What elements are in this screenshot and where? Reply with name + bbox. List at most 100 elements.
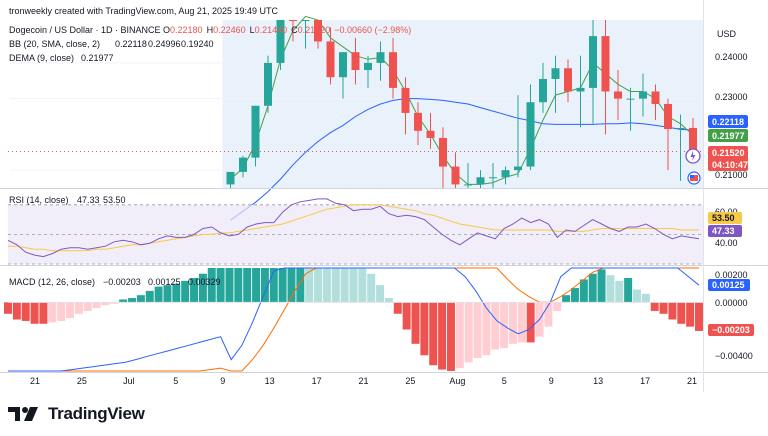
time-axis: 21 25 Jul 5 9 13 17 21 25 Aug 5 9 13 17 21	[30, 376, 697, 386]
rsi-lines	[7, 198, 700, 258]
macd-hist-bar	[340, 268, 349, 303]
rsi-tick: 40.00	[715, 238, 738, 248]
macd-hist-bar	[553, 302, 562, 311]
macd-hist-bar	[402, 302, 411, 330]
candle-body	[551, 68, 560, 79]
candle-body	[564, 68, 572, 92]
bb-legend: BB (20, SMA, close, 2) 0.22118 0.24996 0…	[9, 39, 214, 49]
macd-label: MACD (12, 26, close)	[9, 277, 95, 287]
macd-tick: −0.00400	[715, 351, 753, 361]
candles	[226, 20, 697, 188]
candle-body	[614, 91, 622, 99]
candle-body	[451, 166, 460, 185]
macd-hist-bar	[526, 302, 535, 343]
ohlc-key: L	[250, 25, 255, 35]
macd-hist-bar	[393, 302, 402, 314]
rsi-path	[7, 198, 700, 258]
macd-hist-bar	[668, 302, 677, 320]
macd-hist-bar	[287, 268, 296, 303]
macd-hist-bar	[110, 302, 119, 304]
candle-body	[514, 166, 522, 171]
macd-hist-bar	[145, 290, 154, 303]
price-tick: 0.24000	[715, 52, 748, 62]
candle-body	[439, 137, 447, 167]
macd-hist-bar	[473, 302, 482, 359]
bollinger-band-fill	[222, 20, 703, 188]
macd-hist-bar	[278, 268, 287, 303]
candle-body	[339, 52, 347, 78]
macd-hist-value: −0.00203	[103, 277, 141, 287]
candle-body	[326, 41, 335, 78]
ohlc-values: O0.22180 H0.22460 L0.21440 C0.21520 −0.00660…	[163, 25, 411, 35]
rsi-value: 47.33	[77, 195, 100, 205]
macd-hist-bar	[305, 268, 314, 303]
rsi-legend: RSI (14, close) 47.33 53.50	[9, 195, 126, 205]
svg-text:04:10:47: 04:10:47	[712, 160, 748, 170]
macd-hist-bar	[367, 273, 376, 303]
macd-hist-bar	[455, 302, 464, 369]
macd-hist-bar	[384, 298, 393, 303]
candle-body	[314, 20, 322, 42]
macd-hist-bar	[358, 268, 367, 303]
macd-hist-bar	[376, 285, 385, 303]
macd-hist-bar	[119, 299, 128, 303]
macd-hist-bar	[464, 302, 473, 363]
ohlc-value: −0.00660 (−2.98%)	[334, 25, 411, 35]
time-tick: 13	[265, 376, 275, 386]
macd-hist-bar	[429, 302, 438, 366]
candle-body	[226, 171, 235, 185]
macd-lines	[8, 267, 700, 372]
rsi-value-pill: 47.33	[708, 225, 742, 237]
rsi-ma-path	[8, 204, 699, 252]
time-tick: 25	[405, 376, 415, 386]
time-tick: 25	[77, 376, 87, 386]
macd-hist-bar	[562, 295, 571, 303]
macd-hist-bar	[588, 273, 597, 303]
macd-line-value: 0.00125	[148, 277, 181, 287]
candle-body	[676, 127, 685, 130]
macd-hist-bar	[21, 302, 30, 321]
macd-hist-bar	[57, 302, 66, 321]
macd-hist-bar	[181, 280, 190, 303]
ohlc-key: O	[163, 25, 170, 35]
candle-body	[389, 52, 397, 88]
macd-hist-bar	[225, 268, 234, 303]
rsi-ma-pill: 53.50	[708, 212, 742, 224]
currency-label[interactable]: USD	[717, 29, 737, 39]
macd-hist-bar	[296, 268, 305, 303]
ohlc-value: 0.22460	[213, 25, 246, 35]
macd-hist-bar	[597, 269, 606, 303]
macd-hist-bar	[322, 268, 331, 303]
events-flag-icon[interactable]	[687, 171, 701, 185]
macd-hist-bar	[83, 302, 92, 311]
macd-hist-bar	[641, 293, 650, 303]
svg-text:−0.00203: −0.00203	[712, 325, 750, 335]
tradingview-wordmark: TradingView	[48, 404, 145, 423]
time-tick: 17	[640, 376, 650, 386]
macd-legend: MACD (12, 26, close) −0.00203 0.00125 0.…	[9, 277, 221, 287]
macd-hist-bar	[517, 302, 526, 343]
candle-body	[601, 36, 610, 92]
bb-lower-value: 0.19240	[181, 39, 214, 49]
candle-body	[589, 36, 597, 88]
bb-label: BB (20, SMA, close, 2)	[9, 39, 100, 49]
candle-body	[276, 20, 285, 63]
bb-upper-value: 0.24996	[148, 39, 181, 49]
macd-hist-bar	[570, 288, 579, 303]
candle-body	[651, 91, 660, 104]
candle-body	[289, 20, 297, 21]
macd-hist-bar	[650, 302, 659, 311]
candle-body	[539, 78, 547, 103]
candle-body	[639, 91, 647, 99]
macd-hist-pill: −0.00203	[708, 324, 754, 336]
macd-hist-bar	[508, 302, 517, 344]
dema-price-pill: 0.21977	[708, 129, 748, 142]
macd-hist-bar	[4, 302, 12, 314]
macd-hist-bar	[314, 268, 323, 303]
svg-text:0.21977: 0.21977	[712, 131, 745, 141]
macd-hist-bar	[74, 302, 83, 314]
alert-icon[interactable]	[685, 148, 701, 164]
candle-body	[414, 112, 422, 131]
svg-text:0.21520: 0.21520	[712, 148, 745, 158]
macd-hist-bar	[491, 302, 500, 350]
